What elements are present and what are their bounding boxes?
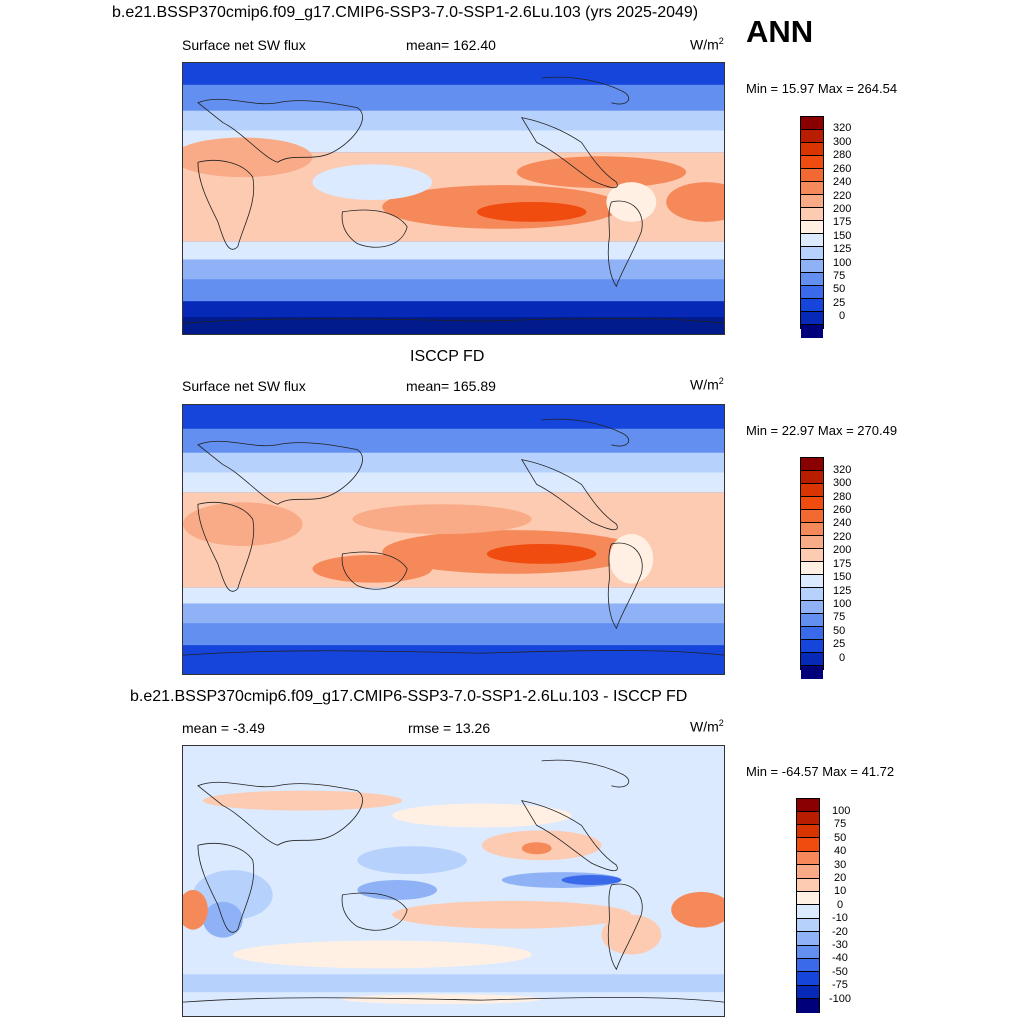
panel3-colorbar-tick: 30 [834, 859, 847, 871]
panel1-colorbar-tick: 150 [833, 230, 852, 242]
panel3-colorbar-tick: 50 [834, 832, 847, 844]
panel1-units: W/m2 [690, 36, 724, 53]
panel2-mean-label: mean= 165.89 [406, 378, 496, 394]
panel2-colorbar-tick: 50 [833, 625, 846, 637]
panel2-colorbar-tick: 300 [833, 477, 852, 489]
panel2-colorbar-tick: 150 [833, 571, 852, 583]
panel2-colorbar-tick: 280 [833, 491, 852, 503]
panel3-rmse-label: rmse = 13.26 [408, 720, 491, 736]
panel2-colorbar-tick: 25 [833, 638, 846, 650]
panel2-map [182, 404, 725, 675]
panel3-colorbar-tick: -30 [832, 939, 848, 951]
panel2-title: ISCCP FD [410, 348, 485, 365]
panel1-colorbar-tick: 125 [833, 243, 852, 255]
panel1-colorbar-tick: 320 [833, 122, 852, 134]
panel1-colorbar-tick: 0 [839, 310, 846, 322]
panel1-colorbar-tick: 220 [833, 190, 852, 202]
panel1-colorbar-tick: 200 [833, 203, 852, 215]
panel2-colorbar-tick: 0 [839, 652, 846, 664]
panel2-colorbar-tick: 320 [833, 464, 852, 476]
panel3-colorbar [796, 798, 820, 1013]
panel3-colorbar-tick: -40 [832, 952, 848, 964]
panel1-colorbar-tick: 25 [833, 297, 846, 309]
panel1-colorbar-tick: 175 [833, 216, 852, 228]
panel3-colorbar-tick: 0 [837, 899, 844, 911]
panel3-units: W/m2 [690, 718, 724, 735]
panel2-units: W/m2 [690, 376, 724, 393]
panel1-colorbar-tick: 280 [833, 149, 852, 161]
panel1-colorbar [800, 116, 824, 338]
panel1-colorbar-tick: 100 [833, 257, 852, 269]
panel3-colorbar-tick: 20 [834, 872, 847, 884]
panel2-variable-label: Surface net SW flux [182, 378, 306, 394]
panel1-variable-label: Surface net SW flux [182, 37, 306, 53]
panel3-colorbar-tick: -100 [829, 993, 852, 1005]
panel1-title: b.e21.BSSP370cmip6.f09_g17.CMIP6-SSP3-7.… [112, 4, 699, 21]
panel2-colorbar-tick: 240 [833, 517, 852, 529]
panel1-colorbar-tick: 240 [833, 176, 852, 188]
panel2-colorbar [800, 457, 824, 679]
panel3-colorbar-tick: 75 [834, 818, 847, 830]
panel2-colorbar-tick: 260 [833, 504, 852, 516]
panel2-colorbar-tick: 75 [833, 611, 846, 623]
panel3-colorbar-tick: -20 [832, 926, 848, 938]
panel3-minmax: Min = -64.57 Max = 41.72 [746, 764, 895, 779]
panel3-colorbar-tick: 100 [832, 805, 851, 817]
panel2-colorbar-tick: 100 [833, 598, 852, 610]
panel1-map [182, 62, 725, 335]
panel2-colorbar-tick: 175 [833, 558, 852, 570]
panel1-minmax: Min = 15.97 Max = 264.54 [746, 81, 898, 96]
panel1-colorbar-tick: 75 [833, 270, 846, 282]
season-label: ANN [746, 14, 814, 49]
panel2-colorbar-tick: 220 [833, 531, 852, 543]
panel3-colorbar-tick: 10 [834, 885, 847, 897]
panel1-mean-label: mean= 162.40 [406, 37, 496, 53]
panel3-colorbar-tick: -50 [832, 966, 848, 978]
panel3-colorbar-tick: -10 [832, 912, 848, 924]
panel3-map [182, 745, 725, 1017]
panel2-colorbar-tick: 200 [833, 544, 852, 556]
panel2-colorbar-tick: 125 [833, 585, 852, 597]
panel1-colorbar-tick: 260 [833, 163, 852, 175]
panel2-minmax: Min = 22.97 Max = 270.49 [746, 423, 898, 438]
panel1-colorbar-tick: 50 [833, 283, 846, 295]
panel3-colorbar-tick: 40 [834, 845, 847, 857]
panel3-title: b.e21.BSSP370cmip6.f09_g17.CMIP6-SSP3-7.… [130, 688, 688, 705]
panel3-colorbar-tick: -75 [832, 979, 848, 991]
panel3-mean-label: mean = -3.49 [182, 720, 265, 736]
panel1-colorbar-tick: 300 [833, 136, 852, 148]
